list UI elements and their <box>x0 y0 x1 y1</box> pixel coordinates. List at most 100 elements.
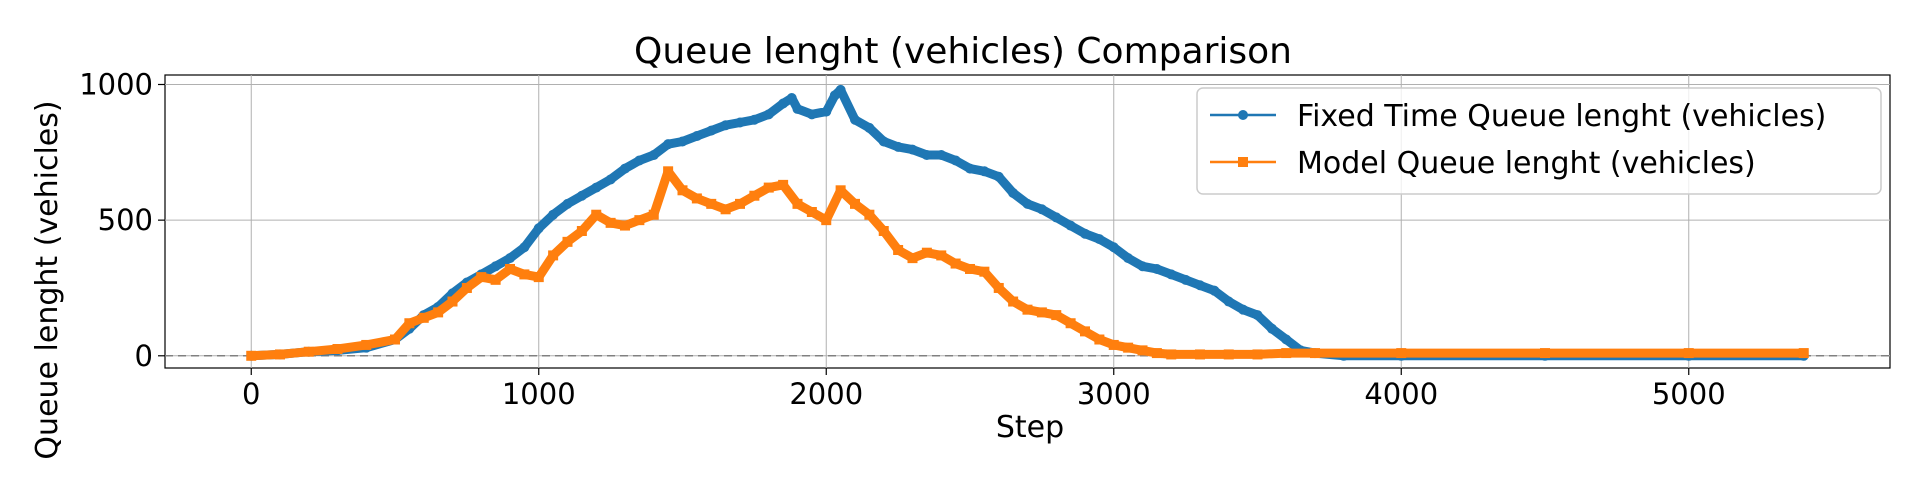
model-series-point <box>246 350 257 361</box>
model-series-point <box>1281 348 1292 359</box>
model-series-point <box>390 334 400 345</box>
fixed-time-series-point <box>505 253 515 264</box>
model-series-point <box>461 282 472 293</box>
fixed-time-series-point <box>519 242 530 253</box>
model-series-point <box>950 258 961 269</box>
model-series-point <box>691 193 702 204</box>
model-series-point <box>1252 349 1263 360</box>
model-series-point <box>361 339 372 350</box>
model-series-point <box>850 198 860 209</box>
fixed-time-series-point <box>548 209 559 220</box>
x-axis-label: Step <box>996 410 1064 445</box>
model-series-point <box>447 296 458 307</box>
model-series-point <box>648 209 659 220</box>
fixed-time-series-point <box>864 122 875 133</box>
fixed-time-series-point <box>706 125 717 136</box>
model-series-point <box>1008 296 1019 307</box>
model-series-point <box>792 198 803 209</box>
model-series-point <box>519 269 530 280</box>
model-series-point <box>1396 348 1407 359</box>
fixed-time-series-point <box>1065 220 1076 231</box>
model-series-point <box>907 253 918 264</box>
model-series-point <box>605 217 616 228</box>
fixed-time-series-point <box>691 131 702 142</box>
model-series-point <box>1137 345 1148 356</box>
fixed-time-series-point <box>950 155 961 166</box>
fixed-time-series-point <box>1123 253 1134 264</box>
fixed-time-series-point <box>749 114 760 125</box>
legend-marker-model <box>1238 157 1248 167</box>
fixed-time-series-point <box>1238 304 1249 315</box>
x-tick-label: 4000 <box>1364 377 1438 411</box>
fixed-time-series-point <box>1022 198 1033 209</box>
fixed-time-series-point <box>576 190 587 201</box>
model-series-point <box>620 220 630 231</box>
model-series-point <box>663 166 674 177</box>
model-series-point <box>332 344 343 355</box>
fixed-time-series-point <box>490 261 501 272</box>
model-series-point <box>1166 349 1177 360</box>
legend-label-model: Model Queue lenght (vehicles) <box>1297 146 1756 181</box>
fixed-time-series-point <box>1281 334 1292 345</box>
fixed-time-series-point <box>591 182 602 193</box>
model-series-point <box>303 346 314 357</box>
fixed-time-series-point <box>1094 234 1105 245</box>
model-series-point <box>778 179 789 190</box>
fixed-time-series-point <box>1051 212 1062 223</box>
model-series-point <box>576 225 587 236</box>
fixed-time-series-point <box>965 163 975 174</box>
x-tick-label: 0 <box>242 377 260 411</box>
model-series-point <box>878 225 889 236</box>
model-series-point <box>1051 310 1062 321</box>
fixed-time-series-point <box>806 109 817 120</box>
model-series-point <box>677 185 688 196</box>
fixed-time-series-point <box>1151 263 1162 274</box>
model-series-point <box>1151 348 1162 359</box>
model-series-point <box>591 209 602 220</box>
legend-label-fixed-time: Fixed Time Queue lenght (vehicles) <box>1297 99 1826 134</box>
model-series-point <box>1080 326 1090 337</box>
fixed-time-series-point <box>533 223 544 234</box>
model-series-point <box>1683 348 1694 359</box>
fixed-time-series-point <box>821 106 832 117</box>
model-series-point <box>806 207 817 218</box>
fixed-time-series-point <box>562 198 573 209</box>
fixed-time-series-point <box>1080 228 1090 239</box>
y-tick-label: 1000 <box>79 67 153 101</box>
model-series-point <box>1540 348 1550 359</box>
fixed-time-series-point <box>792 103 803 114</box>
fixed-time-series-point <box>1195 280 1205 291</box>
model-series-point <box>562 236 573 247</box>
model-series-point <box>965 263 975 274</box>
fixed-time-series-point <box>786 93 797 104</box>
x-tick-label: 3000 <box>1077 377 1151 411</box>
model-series-point <box>418 312 429 323</box>
model-series-point <box>404 318 415 329</box>
fixed-time-series-point <box>605 174 616 185</box>
fixed-time-series-point <box>979 166 990 177</box>
model-series-point <box>275 349 285 360</box>
model-series-point <box>706 198 717 209</box>
model-series-point <box>505 263 515 274</box>
model-series-point <box>634 215 645 226</box>
fixed-time-series-point <box>1252 310 1263 321</box>
fixed-time-series-point <box>720 120 731 131</box>
fixed-time-series-point <box>1266 323 1277 334</box>
y-tick-label: 500 <box>98 203 153 237</box>
legend-marker-fixed-time <box>1238 110 1248 120</box>
fixed-time-series-point <box>1137 261 1148 272</box>
model-series-point <box>548 250 559 261</box>
model-series-point <box>1022 304 1033 315</box>
axes-frame <box>164 74 1891 369</box>
fixed-time-series-point <box>648 150 659 161</box>
model-series-point <box>1036 307 1047 318</box>
fixed-time-series-point <box>1180 274 1191 285</box>
fixed-time-series-point <box>634 155 645 166</box>
model-series-point <box>993 282 1004 293</box>
fixed-time-series-point <box>663 139 674 150</box>
model-series-point <box>1065 318 1076 329</box>
fixed-time-series-point <box>620 163 630 174</box>
x-tick-label: 5000 <box>1652 377 1726 411</box>
model-series-point <box>1108 339 1119 350</box>
